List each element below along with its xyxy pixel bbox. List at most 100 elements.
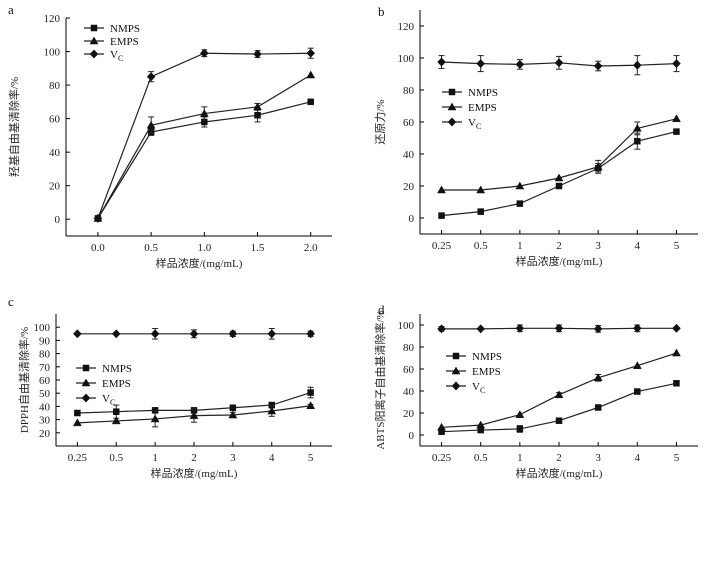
data-point <box>73 329 82 339</box>
data-point <box>594 404 602 411</box>
data-point <box>146 120 156 129</box>
legend-marker <box>447 102 457 111</box>
x-tick-label: 1 <box>517 452 523 464</box>
data-point <box>554 323 564 333</box>
x-tick-label: 4 <box>269 452 275 464</box>
data-point <box>146 72 156 82</box>
y-tick-label: 60 <box>49 114 61 126</box>
data-point <box>229 404 237 411</box>
legend-label: EMPS <box>468 102 497 114</box>
data-point <box>672 348 681 357</box>
series-nmps <box>438 380 680 435</box>
x-tick-label: 4 <box>635 240 641 252</box>
data-point <box>593 324 603 334</box>
data-point <box>632 323 642 333</box>
data-point <box>632 361 642 369</box>
data-point <box>554 173 564 182</box>
series-line <box>97 74 312 219</box>
data-point <box>254 112 261 119</box>
y-tick-label: 80 <box>39 349 51 361</box>
data-point <box>477 208 484 215</box>
y-tick-label: 100 <box>398 53 415 65</box>
legend-subscript: C <box>480 386 485 395</box>
y-tick-label: 70 <box>39 362 51 374</box>
data-point <box>634 137 641 145</box>
data-point <box>593 162 603 171</box>
panel-letter: d <box>378 302 385 317</box>
data-point <box>555 182 563 190</box>
data-point <box>476 324 486 334</box>
legend-subscript: C <box>110 398 115 407</box>
legend-marker <box>81 393 91 403</box>
data-point <box>515 181 525 190</box>
y-tick-label: 0 <box>55 214 61 226</box>
legend-label: VC <box>472 381 485 395</box>
legend-marker <box>451 381 461 391</box>
data-point <box>593 61 603 71</box>
x-axis-label: 样品浓度/(mg/mL) <box>151 466 238 480</box>
data-point <box>673 128 680 135</box>
data-point <box>111 416 121 425</box>
y-tick-label: 40 <box>49 147 61 159</box>
y-tick-label: 20 <box>403 181 415 193</box>
x-tick-label: 3 <box>595 240 601 252</box>
data-point <box>673 380 680 387</box>
data-point <box>593 373 603 382</box>
y-axis-label: ABTS阳离子自由基清除率/% <box>373 310 387 449</box>
x-tick-label: 3 <box>230 452 236 464</box>
y-tick-label: 30 <box>39 415 51 427</box>
y-tick-label: 120 <box>398 21 415 33</box>
data-point <box>113 408 120 415</box>
data-point <box>555 417 563 424</box>
data-point <box>199 109 209 117</box>
data-point <box>634 388 641 395</box>
y-tick-label: 20 <box>39 428 51 440</box>
legend-label: VC <box>468 117 481 131</box>
data-point <box>515 410 525 418</box>
legend-label: NMPS <box>110 23 140 35</box>
legend-label: NMPS <box>102 363 132 375</box>
series-emps <box>93 70 316 222</box>
panel-letter: a <box>8 2 14 17</box>
data-point <box>476 185 486 194</box>
legend-marker <box>82 364 90 372</box>
x-tick-label: 0.0 <box>91 242 105 254</box>
legend-label: EMPS <box>110 36 139 48</box>
x-axis-label: 样品浓度/(mg/mL) <box>516 254 603 268</box>
legend-subscript: C <box>118 54 123 63</box>
data-point <box>306 329 315 339</box>
x-tick-label: 2 <box>556 240 562 252</box>
y-axis-label: 还原力/% <box>374 99 387 144</box>
data-point <box>437 57 446 67</box>
data-point <box>199 48 209 58</box>
series-emps <box>72 401 316 428</box>
x-tick-label: 5 <box>674 240 680 252</box>
data-point <box>437 422 446 431</box>
x-tick-label: 3 <box>595 452 601 464</box>
y-tick-label: 40 <box>403 149 415 161</box>
series-v <box>73 328 315 340</box>
data-point <box>516 200 524 207</box>
legend-marker <box>447 117 457 127</box>
y-tick-label: 80 <box>49 80 61 92</box>
x-tick-label: 0.25 <box>432 452 452 464</box>
data-point <box>267 406 277 415</box>
legend-marker <box>89 36 99 45</box>
legend-marker <box>90 24 98 32</box>
legend-marker <box>448 88 456 96</box>
data-point <box>515 323 525 333</box>
data-point <box>672 59 681 69</box>
data-point <box>306 48 316 58</box>
data-point <box>228 329 238 339</box>
chart-panel-b: 0 20 40 60 80 100 120 0.25 0.5 1 2 3 4 5 样品浓度/(mg/mL) 还… <box>374 4 698 268</box>
y-tick-label: 80 <box>403 85 415 97</box>
y-tick-label: 120 <box>44 13 61 25</box>
y-tick-label: 40 <box>403 386 415 398</box>
y-tick-label: 100 <box>34 322 51 334</box>
legend-label: VC <box>110 49 123 63</box>
y-tick-label: 100 <box>44 47 61 59</box>
data-point <box>476 59 486 69</box>
x-tick-label: 1 <box>517 240 523 252</box>
